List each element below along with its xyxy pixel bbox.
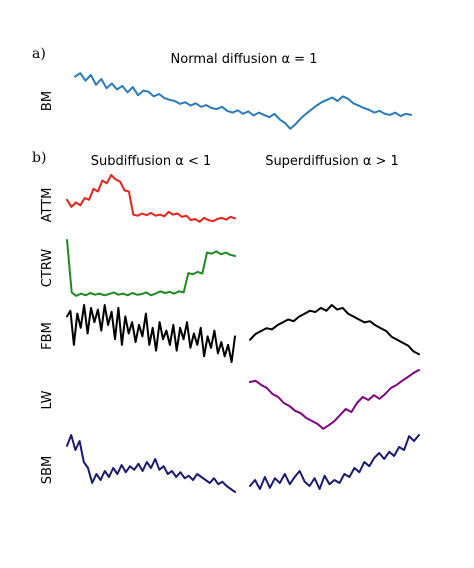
row-label-fbm: FBM: [40, 322, 55, 350]
trajectory-ctrw-sub: [66, 239, 236, 297]
row-label-lw: LW: [40, 390, 55, 409]
trajectory-sbm-sub: [66, 434, 236, 493]
trajectory-bm-normal: [74, 72, 412, 130]
trajectory-attm-sub: [66, 174, 236, 223]
trajectory-lw-super: [249, 369, 420, 430]
row-label-attm: ATTM: [40, 188, 55, 223]
row-label-sbm: SBM: [40, 456, 55, 484]
trajectory-fbm-sub: [66, 304, 236, 363]
superdiffusion-title: Superdiffusion α > 1: [265, 154, 399, 169]
normal-diffusion-title: Normal diffusion α = 1: [171, 52, 318, 67]
trajectory-fbm-super: [249, 304, 420, 356]
subdiffusion-title: Subdiffusion α < 1: [91, 154, 212, 169]
panel-b-label: b): [32, 150, 46, 166]
trajectory-sbm-super: [249, 434, 420, 490]
row-label-ctrw: CTRW: [40, 249, 55, 288]
row-label-bm: BM: [40, 91, 55, 111]
panel-a-label: a): [32, 46, 46, 62]
trajectory-traces: [66, 72, 420, 493]
